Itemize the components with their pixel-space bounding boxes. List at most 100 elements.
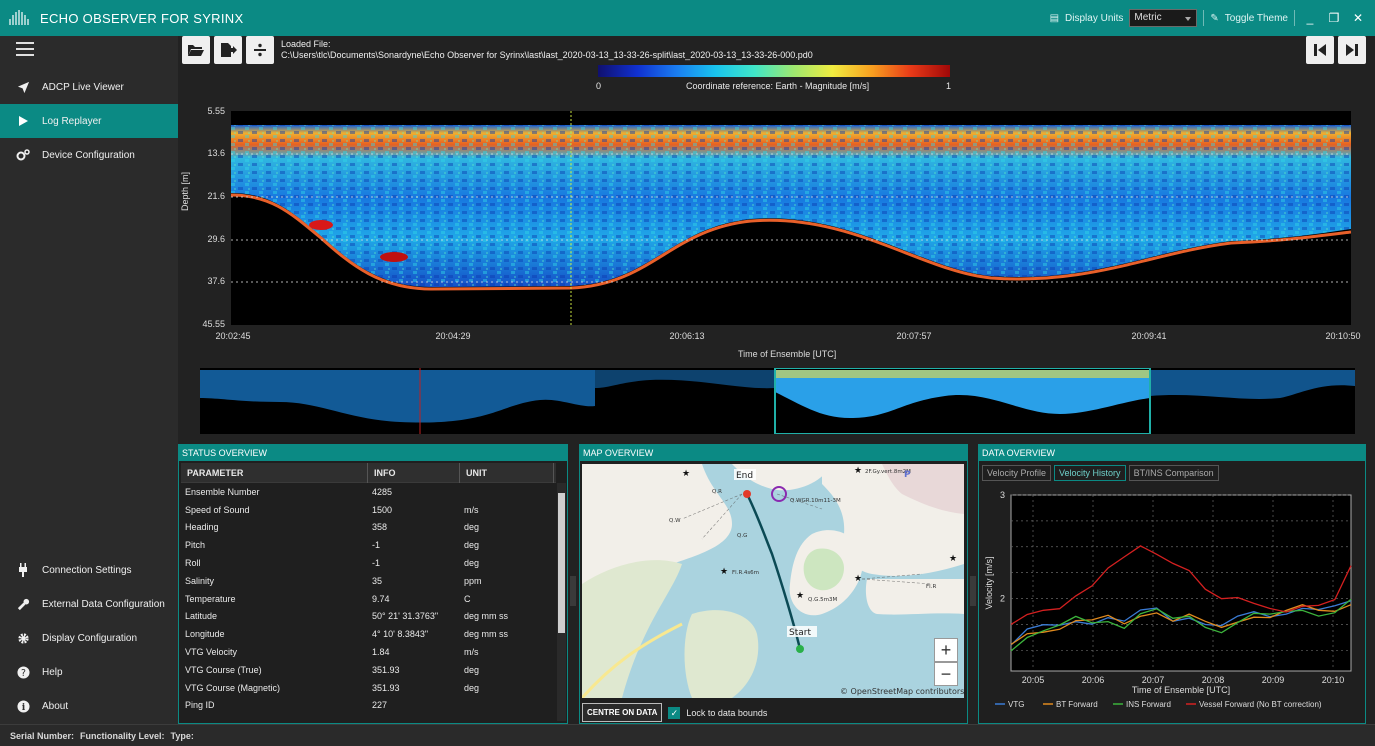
hamburger-menu-icon[interactable] [16,42,34,56]
status-table-header: PARAMETER INFO UNIT [181,462,556,483]
info-cell: 4° 10' 8.3843" [372,629,429,640]
sidebar-item-label: Log Replayer [42,115,102,127]
x-tick-label: 20:08 [1202,675,1225,685]
series-line-3 [1010,545,1352,625]
parameter-cell: Ping ID [185,700,215,711]
open-folder-button[interactable] [182,36,210,64]
sidebar-item-display-configuration[interactable]: Display Configuration [0,621,178,655]
table-row[interactable]: Speed of Sound 1500 m/s [181,501,556,519]
svg-text:★: ★ [854,573,862,583]
tab-velocity-history[interactable]: Velocity History [1054,465,1126,481]
legend-item[interactable]: VTG [1008,700,1024,709]
status-table-body: Ensemble Number 4285 Speed of Sound 1500 m/s… [181,483,556,714]
table-row[interactable]: Longitude 4° 10' 8.3843" deg mm ss [181,625,556,643]
loaded-file-info: Loaded File: C:\Users\tlc\Documents\Sona… [281,39,813,61]
sidebar-item-adcp-live-viewer[interactable]: ADCP Live Viewer [0,70,178,104]
display-units-select[interactable]: Metric [1129,9,1198,27]
close-button[interactable]: ✕ [1352,11,1364,25]
restore-button[interactable]: ❐ [1328,11,1340,25]
display-units-label: Display Units [1065,12,1124,24]
loaded-file-path: C:\Users\tlc\Documents\Sonardyne\Echo Ob… [281,50,813,60]
x-tick-label: 20:09 [1262,675,1285,685]
export-button[interactable] [214,36,242,64]
tab-bt-ins-comparison[interactable]: BT/INS Comparison [1128,465,1219,481]
table-row[interactable]: Temperature 9.74 C [181,590,556,608]
y-tick-label: 13.6 [207,148,225,158]
data-overview-panel: DATA OVERVIEW Velocity Profile Velocity … [978,444,1366,724]
legend-item[interactable]: BT Forward [1056,700,1098,709]
unit-cell: deg mm ss [464,611,509,622]
question-icon: ? [16,665,30,679]
skip-next-button[interactable] [1338,36,1366,64]
sidebar-item-log-replayer[interactable]: Log Replayer [0,104,178,138]
unit-cell: m/s [464,647,479,658]
map-view[interactable]: ★ ★ ★ ★ ★ ★ Q.R Q.W Q.G Fl.R.4s6m Q.G.5m3M Q.… [582,464,964,698]
table-row[interactable]: VTG Velocity 1.84 m/s [181,643,556,661]
unit-cell: m/s [464,504,479,515]
type-label: Type: [170,730,194,741]
sidebar-item-about[interactable]: i About [0,689,178,723]
panel-splitter[interactable] [970,576,976,606]
sidebar-item-external-data-configuration[interactable]: External Data Configuration [0,587,178,621]
info-cell: 351.93 [372,664,400,675]
x-tick-label: 20:05 [1022,675,1045,685]
skip-previous-button[interactable] [1306,36,1334,64]
table-row[interactable]: Roll -1 deg [181,554,556,572]
table-row[interactable]: Ping ID 227 [181,697,556,715]
status-scroll-thumb[interactable] [558,493,565,633]
column-header-unit[interactable]: UNIT [460,462,554,483]
toggle-theme-button[interactable]: Toggle Theme [1224,12,1288,24]
centre-on-data-button[interactable]: CENTRE ON DATA [582,703,663,722]
display-units-icon: ▤ [1049,12,1060,24]
split-button[interactable] [246,36,274,64]
colorbar-max: 1 [946,81,952,91]
map-mark: Q.G [737,533,747,539]
map-zoom-in-button[interactable]: + [934,638,958,662]
status-scrollbar[interactable] [557,483,566,721]
info-cell: -1 [372,558,381,569]
overview-strip[interactable] [200,368,1355,434]
table-row[interactable]: Heading 358 deg [181,519,556,537]
sidebar-item-device-configuration[interactable]: Device Configuration [0,138,178,172]
x-tick-label: 20:10 [1322,675,1345,685]
parameter-cell: Roll [185,558,201,569]
sidebar-item-connection-settings[interactable]: Connection Settings [0,553,178,587]
y-tick-label: 21.6 [207,191,225,201]
lock-bounds-checkbox[interactable]: ✓ [668,706,681,719]
table-row[interactable]: Latitude 50° 21' 31.3763" deg mm ss [181,608,556,626]
map-zoom-out-button[interactable]: − [934,662,958,686]
tab-velocity-profile[interactable]: Velocity Profile [982,465,1052,481]
svg-text:i: i [21,701,25,712]
sidebar-item-label: Display Configuration [42,632,138,644]
map-start-label: Start [789,628,811,638]
map-overview-title: MAP OVERVIEW [580,445,967,461]
table-row[interactable]: VTG Course (Magnetic) 351.93 deg [181,679,556,697]
sidebar-item-help[interactable]: ? Help [0,655,178,689]
unit-cell: ppm [464,575,482,586]
legend-item[interactable]: Vessel Forward (No BT correction) [1199,700,1322,709]
echogram-y-axis-title: Depth [m] [180,171,190,211]
skip-next-icon [1346,44,1358,56]
sidebar-item-label: ADCP Live Viewer [42,81,124,93]
svg-text:★: ★ [949,553,957,563]
legend-item[interactable]: INS Forward [1126,700,1171,709]
column-header-info[interactable]: INFO [368,462,460,483]
table-row[interactable]: VTG Course (True) 351.93 deg [181,661,556,679]
table-row[interactable]: Ensemble Number 4285 [181,483,556,501]
table-row[interactable]: Salinity 35 ppm [181,572,556,590]
unit-cell: deg [464,682,480,693]
panel-splitter[interactable] [570,576,576,606]
x-tick-label: 20:09:41 [1131,331,1167,341]
echogram-plot[interactable] [231,111,1351,325]
echogram-x-axis-title: Time of Ensemble [UTC] [738,349,837,359]
minimize-button[interactable]: _ [1306,11,1314,25]
status-table: PARAMETER INFO UNIT Ensemble Number 4285 S… [181,462,556,714]
colorbar [598,65,950,77]
velocity-history-chart[interactable]: 3 2 20:05 20:06 20:07 20:08 20:09 20:10 Time of … [981,483,1371,723]
status-bar: Serial Number: Functionality Level: Type… [0,724,1375,746]
wrench-icon [16,597,30,611]
map-mark: Fl.R [926,584,936,590]
column-header-parameter[interactable]: PARAMETER [181,462,368,483]
parameter-cell: Ensemble Number [185,486,260,497]
table-row[interactable]: Pitch -1 deg [181,536,556,554]
